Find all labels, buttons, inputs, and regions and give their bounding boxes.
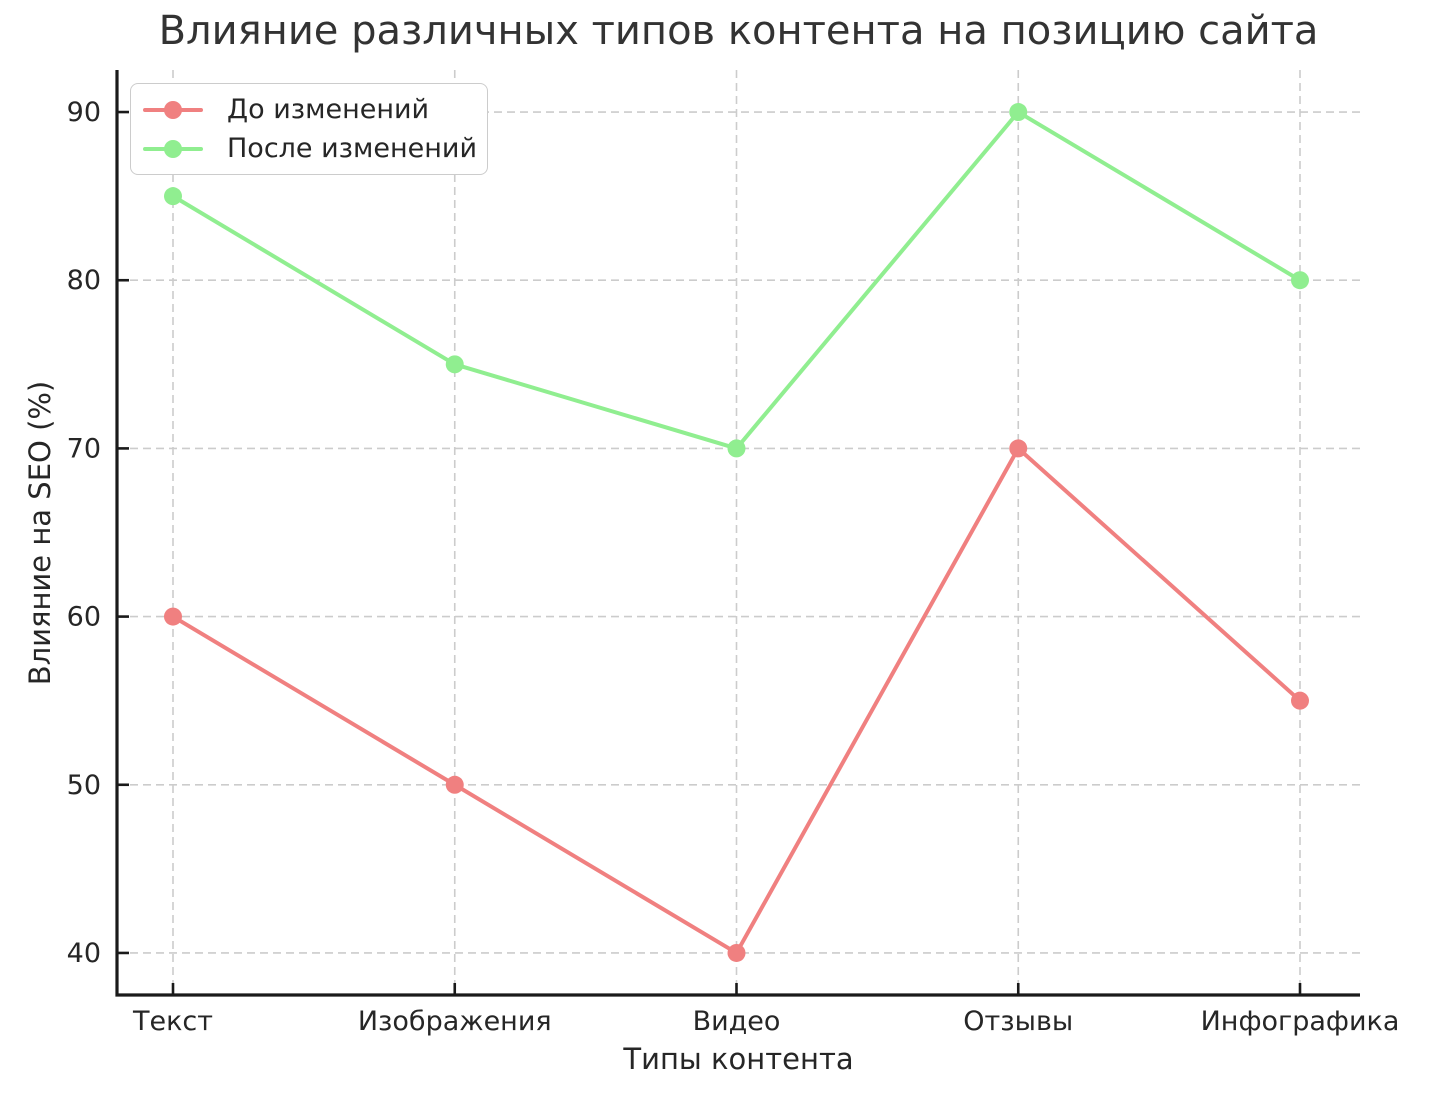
y-tick-label: 50: [67, 770, 101, 801]
legend-label-after: После изменений: [227, 133, 478, 164]
data-point: [1291, 691, 1309, 710]
y-tick-label: 90: [67, 97, 101, 128]
x-tick-label: Отзывы: [963, 1006, 1073, 1037]
data-point: [727, 439, 746, 458]
y-tick-label: 40: [67, 938, 101, 969]
legend-marker-after-icon: [143, 139, 203, 158]
legend-marker-before-icon: [143, 100, 203, 119]
legend-label-before: До изменений: [227, 94, 430, 125]
data-point: [727, 943, 746, 962]
axis-spines: [115, 70, 1360, 997]
legend-dot-sample: [164, 139, 182, 158]
legend-dot-sample: [164, 100, 182, 119]
y-tick-label: 80: [67, 265, 101, 296]
legend: До изменений После изменений: [130, 83, 488, 175]
legend-entry-after: После изменений: [143, 133, 477, 164]
x-axis-title: Типы контента: [623, 1042, 854, 1076]
y-tick-label: 70: [67, 433, 101, 464]
x-tick-label: Изображения: [358, 1006, 552, 1037]
data-point: [1291, 271, 1309, 290]
x-tick-label: Текст: [132, 1006, 213, 1037]
data-point: [1009, 439, 1028, 458]
y-axis-title: Влияние на SEO (%): [23, 380, 57, 686]
data-point: [164, 187, 182, 206]
x-tick-label: Видео: [693, 1006, 781, 1037]
x-tick-label: Инфографика: [1201, 1006, 1400, 1037]
data-point: [164, 607, 182, 626]
chart-title: Влияние различных типов контента на пози…: [158, 8, 1319, 54]
data-point: [1009, 103, 1028, 122]
data-point: [445, 775, 464, 794]
legend-entry-before: До изменений: [143, 94, 477, 125]
data-point: [445, 355, 464, 374]
y-tick-label: 60: [67, 602, 101, 633]
